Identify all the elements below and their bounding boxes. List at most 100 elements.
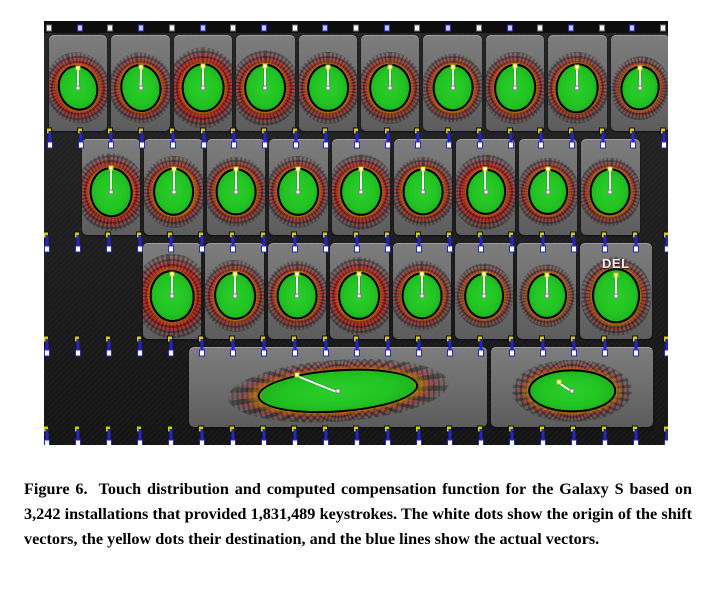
actual-vector-line: [510, 429, 514, 443]
actual-vector-line: [448, 429, 452, 443]
actual-vector-line: [76, 429, 80, 443]
origin-marker: [292, 439, 298, 445]
key-t[interactable]: [298, 35, 357, 131]
origin-marker: [630, 141, 637, 149]
key-y[interactable]: [361, 35, 420, 131]
key-q[interactable]: [49, 35, 108, 131]
origin-marker: [540, 349, 546, 357]
origin-marker: [602, 349, 608, 357]
origin-marker: [108, 141, 115, 149]
key-a[interactable]: [82, 139, 141, 235]
key-p[interactable]: [610, 35, 668, 131]
shift-vector-origin-dot: [232, 271, 238, 277]
distribution-ellipse-outline: [591, 268, 640, 324]
origin-marker: [602, 439, 608, 445]
shift-vector-origin-dot: [295, 166, 301, 172]
key-m[interactable]: [517, 243, 576, 339]
key-z[interactable]: [143, 243, 202, 339]
key-space[interactable]: [189, 347, 487, 427]
origin-marker: [106, 245, 112, 253]
shift-vector-origin-dot: [108, 165, 114, 171]
key-u[interactable]: [423, 35, 482, 131]
key-f[interactable]: [269, 139, 328, 235]
key-l[interactable]: [581, 139, 640, 235]
actual-vector-line: [603, 429, 607, 443]
shift-vector-origin-dot: [262, 63, 268, 69]
shift-vector-destination-dot: [75, 85, 81, 91]
actual-vector-line: [634, 235, 638, 249]
actual-vector-line: [293, 429, 297, 443]
key-del[interactable]: DEL: [579, 243, 652, 339]
shift-vector-origin-dot: [545, 166, 551, 172]
key-s[interactable]: [144, 139, 203, 235]
shift-vector-origin-dot: [574, 64, 580, 70]
origin-marker: [633, 349, 639, 357]
shift-vector-origin-dot: [419, 271, 425, 277]
origin-marker: [44, 439, 50, 445]
origin-marker: [602, 245, 608, 253]
origin-marker: [230, 245, 236, 253]
origin-marker: [664, 439, 668, 445]
origin-marker: [478, 439, 484, 445]
actual-vector-line: [386, 235, 390, 249]
key-c[interactable]: [267, 243, 327, 339]
shift-vector-destination-dot: [450, 85, 456, 91]
actual-vector-line: [479, 235, 483, 249]
key-x[interactable]: [205, 243, 264, 339]
origin-marker: [261, 245, 267, 253]
key-i[interactable]: [485, 35, 545, 131]
origin-marker: [509, 245, 515, 253]
origin-marker: [354, 245, 360, 253]
actual-vector-line: [570, 131, 574, 145]
key-w[interactable]: [111, 35, 170, 131]
actual-vector-line: [541, 429, 545, 443]
key-e[interactable]: [173, 35, 233, 131]
key-r[interactable]: [236, 35, 295, 131]
actual-vector-line: [355, 235, 359, 249]
distribution-ellipse-outline: [528, 369, 616, 413]
origin-marker: [664, 349, 668, 357]
top-edge-marker: [168, 24, 175, 32]
origin-marker: [323, 349, 329, 357]
key-h[interactable]: [394, 139, 453, 235]
actual-vector-line: [140, 131, 144, 145]
origin-marker: [168, 439, 174, 445]
shift-vector-destination-dot: [356, 293, 362, 299]
key-g[interactable]: [331, 139, 390, 235]
key-d[interactable]: [206, 139, 266, 235]
top-edge-marker: [260, 24, 267, 32]
shift-vector-origin-dot: [450, 64, 455, 70]
origin-marker: [509, 439, 515, 445]
shift-vector-origin-dot: [233, 166, 239, 172]
shift-vector-origin-dot: [356, 271, 362, 277]
actual-vector-line: [262, 235, 266, 249]
shift-vector-destination-dot: [295, 189, 301, 195]
origin-marker: [415, 141, 422, 149]
key-j[interactable]: [456, 139, 515, 235]
shift-vector-destination-dot: [171, 189, 177, 195]
origin-marker: [384, 141, 391, 149]
shift-vector-origin-dot: [171, 166, 177, 172]
shift-vector-destination-dot: [637, 85, 643, 91]
shift-vector-origin-dot: [420, 166, 426, 172]
shift-vector-destination-dot: [607, 189, 613, 195]
key-o[interactable]: [548, 35, 607, 131]
top-edge-marker: [322, 24, 329, 32]
key-k[interactable]: [518, 139, 578, 235]
key-b[interactable]: [392, 243, 451, 339]
figure-caption: Figure 6. Touch distribution and computed…: [24, 477, 692, 552]
key-v[interactable]: [330, 243, 389, 339]
actual-vector-line: [509, 131, 512, 145]
top-edge-marker: [445, 24, 452, 32]
origin-marker: [323, 439, 329, 445]
key-return[interactable]: [491, 347, 653, 427]
origin-marker: [106, 439, 112, 445]
actual-vector-line: [572, 235, 576, 249]
top-edge-marker: [567, 24, 574, 32]
actual-vector-line: [478, 131, 482, 145]
origin-marker: [137, 439, 143, 445]
shift-vector-origin-dot: [169, 271, 175, 277]
key-n[interactable]: [455, 243, 514, 339]
origin-marker: [416, 349, 422, 357]
shift-vector-destination-dot: [325, 85, 331, 91]
